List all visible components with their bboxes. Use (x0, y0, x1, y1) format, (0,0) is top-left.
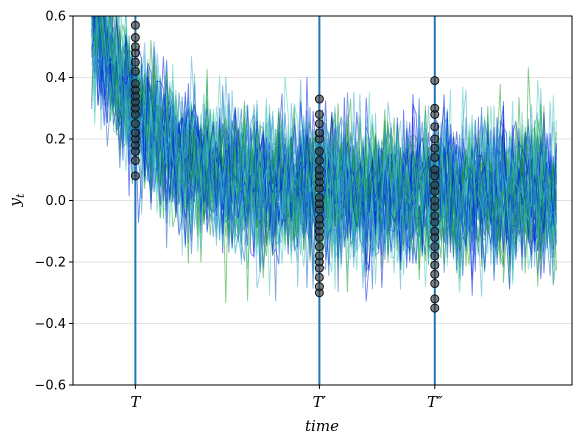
data-point (314, 192, 324, 202)
data-point (314, 282, 324, 292)
x-tick-label: T (130, 393, 141, 411)
data-point (314, 272, 324, 282)
data-point (430, 76, 440, 86)
data-point (314, 128, 324, 138)
y-axis: −0.6 −0.4 −0.2 0.0 0.2 0.4 0.6 (34, 10, 73, 394)
x-tick-label: T′ (313, 393, 327, 411)
data-point (314, 165, 324, 175)
x-tick-label: T″ (427, 393, 443, 411)
data-point (130, 79, 140, 89)
series-layer (91, 16, 557, 304)
series-line (91, 16, 557, 272)
data-point (430, 251, 440, 261)
data-point (314, 119, 324, 129)
y-tick-label: 0.2 (45, 133, 66, 148)
data-point (430, 303, 440, 313)
data-point (430, 103, 440, 113)
data-point (430, 165, 440, 175)
data-point (430, 260, 440, 270)
y-tick-label: −0.6 (34, 379, 66, 394)
y-axis-label-sub: t (14, 193, 27, 198)
data-point (430, 134, 440, 144)
data-point (314, 109, 324, 119)
data-point (314, 242, 324, 252)
data-point (430, 196, 440, 205)
data-point (430, 242, 440, 252)
data-point (130, 20, 140, 30)
y-tick-label: 0.0 (45, 194, 66, 209)
data-point (130, 66, 140, 76)
y-axis-label-main: y (6, 197, 24, 207)
data-point (430, 211, 440, 221)
data-point (130, 42, 140, 52)
y-tick-label: −0.4 (34, 317, 66, 332)
y-tick-label: 0.6 (45, 10, 66, 25)
data-point (430, 269, 440, 279)
data-point (430, 294, 440, 304)
data-point (314, 146, 324, 156)
x-axis: T T′ T″ (130, 385, 443, 411)
y-tick-label: −0.2 (34, 256, 66, 271)
data-point (130, 156, 140, 166)
data-point (314, 156, 324, 166)
data-point (130, 33, 140, 43)
data-point (314, 214, 324, 224)
data-point (130, 171, 140, 181)
y-axis-label: yt (6, 193, 27, 207)
data-point (130, 128, 140, 138)
data-point (314, 94, 324, 104)
data-point (130, 57, 140, 67)
data-point (430, 226, 440, 236)
data-point (314, 251, 324, 261)
data-point (430, 279, 440, 289)
marker-layer (130, 20, 440, 313)
x-axis-label: time (305, 417, 339, 435)
data-point (430, 122, 440, 132)
series-line (95, 16, 557, 289)
data-point (430, 143, 440, 153)
series-line (91, 16, 557, 290)
data-point (430, 152, 440, 162)
y-tick-label: 0.4 (45, 71, 66, 86)
data-point (430, 180, 440, 190)
data-point (130, 119, 140, 129)
